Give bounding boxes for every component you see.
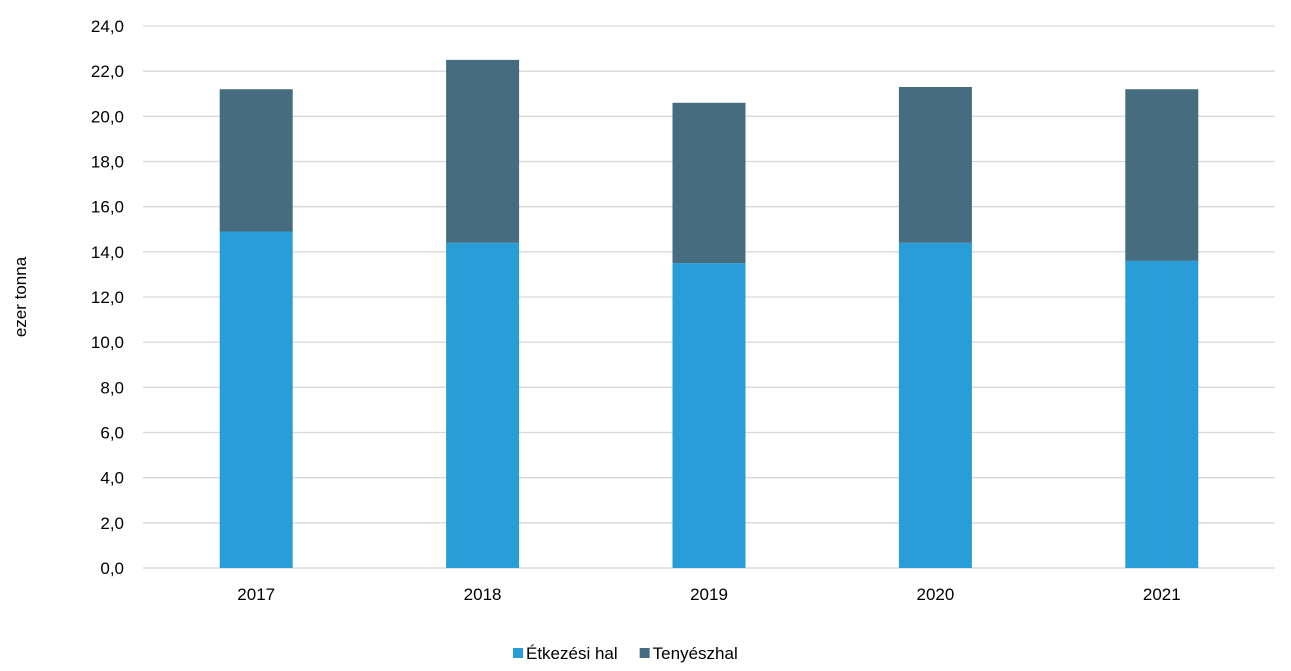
legend-swatch-tenyeszhal	[639, 648, 650, 658]
bar-tenyeszhal-2017	[219, 89, 293, 232]
bar-etkezesi-hal-2017	[219, 231, 293, 568]
legend: Étkezési hal Tenyészhal	[513, 644, 738, 663]
bar-etkezesi-hal-2019	[672, 263, 746, 568]
bar-tenyeszhal-2019	[672, 102, 746, 264]
y-tick-label: 6,0	[100, 424, 124, 443]
y-tick-label: 22,0	[91, 62, 124, 81]
y-tick-label: 2,0	[100, 514, 124, 533]
y-axis-title: ezer tonna	[11, 256, 30, 337]
bar-tenyeszhal-2021	[1125, 89, 1199, 261]
y-tick-label: 18,0	[91, 153, 124, 172]
y-tick-label: 16,0	[91, 198, 124, 217]
y-tick-label: 24,0	[91, 17, 124, 36]
y-axis-ticks: 0,0 2,0 4,0 6,0 8,0 10,0 12,0 14,0 16,0 18,0 20,0 2…	[91, 17, 124, 578]
x-tick-label: 2021	[1143, 585, 1181, 604]
x-tick-label: 2018	[464, 585, 502, 604]
x-tick-label: 2019	[690, 585, 728, 604]
y-tick-label: 10,0	[91, 333, 124, 352]
bar-etkezesi-hal-2020	[898, 242, 972, 569]
x-tick-label: 2017	[237, 585, 275, 604]
bar-tenyeszhal-2018	[446, 59, 520, 243]
y-tick-label: 12,0	[91, 288, 124, 307]
y-tick-label: 4,0	[100, 469, 124, 488]
y-tick-label: 8,0	[100, 378, 124, 397]
y-tick-label: 14,0	[91, 243, 124, 262]
y-tick-label: 0,0	[100, 559, 124, 578]
bars	[219, 59, 1199, 569]
x-tick-label: 2020	[916, 585, 954, 604]
y-tick-label: 20,0	[91, 107, 124, 126]
bar-tenyeszhal-2020	[898, 86, 972, 243]
bar-etkezesi-hal-2021	[1125, 260, 1199, 568]
legend-label-tenyeszhal: Tenyészhal	[653, 644, 738, 663]
x-axis-ticks: 2017 2018 2019 2020 2021	[237, 585, 1180, 604]
legend-label-etkezesi-hal: Étkezési hal	[526, 644, 618, 663]
bar-etkezesi-hal-2018	[446, 242, 520, 569]
legend-swatch-etkezesi-hal	[513, 648, 523, 658]
